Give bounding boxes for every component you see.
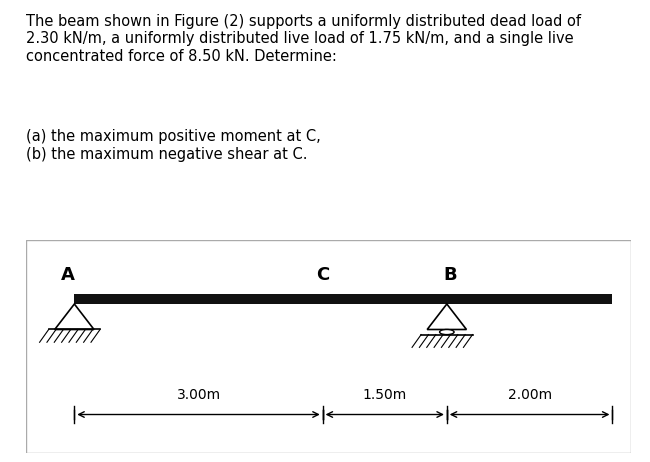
Text: 2.00m: 2.00m bbox=[508, 388, 552, 402]
Bar bbox=[74, 294, 612, 304]
Text: (a) the maximum positive moment at C,
(b) the maximum negative shear at C.: (a) the maximum positive moment at C, (b… bbox=[26, 129, 320, 162]
Polygon shape bbox=[55, 304, 94, 329]
Text: A: A bbox=[61, 266, 75, 284]
Text: 1.50m: 1.50m bbox=[363, 388, 407, 402]
Text: 3.00m: 3.00m bbox=[176, 388, 220, 402]
Text: B: B bbox=[443, 266, 457, 284]
Circle shape bbox=[439, 329, 454, 334]
Text: C: C bbox=[316, 266, 330, 284]
Text: The beam shown in Figure (2) supports a uniformly distributed dead load of
2.30 : The beam shown in Figure (2) supports a … bbox=[26, 14, 581, 64]
Polygon shape bbox=[427, 304, 467, 329]
